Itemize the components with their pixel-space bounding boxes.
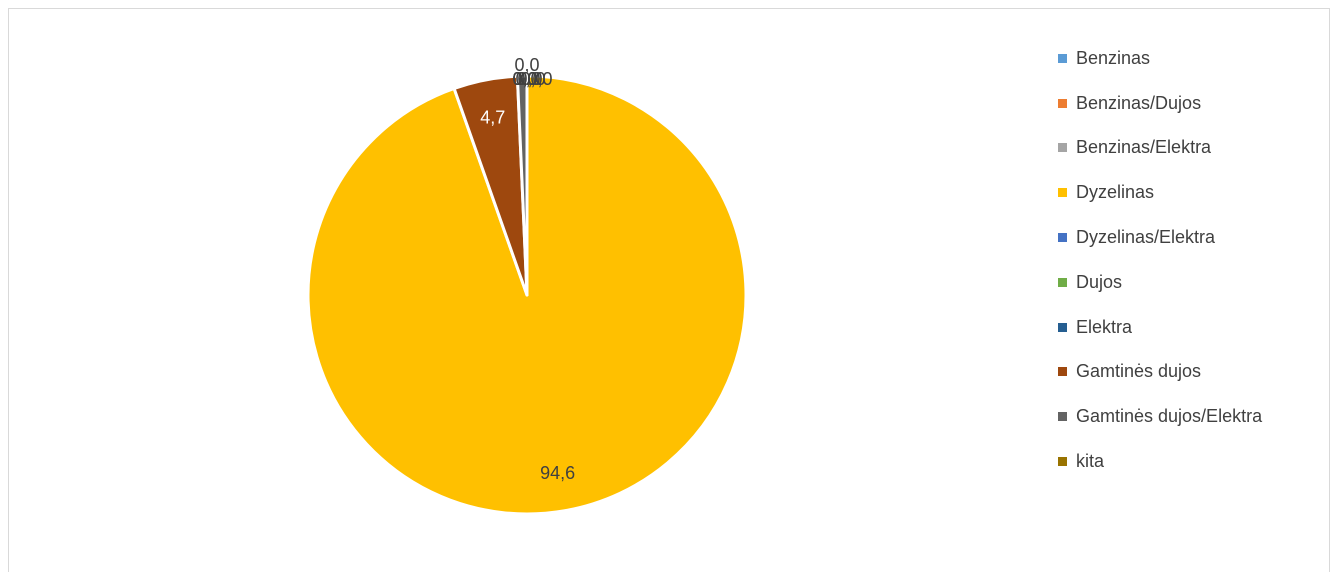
data-label-dyzelinas: 94,6: [540, 463, 575, 483]
data-label-dyzelinas-elektra: 0,0: [515, 69, 540, 89]
legend-swatch: [1058, 98, 1067, 108]
data-label-elektra: 0,0: [520, 69, 545, 89]
data-label-kita: 0,0: [527, 69, 552, 89]
legend-label: kita: [1076, 451, 1105, 472]
legend-item-dyzelinas: Dyzelinas: [1058, 170, 1328, 215]
legend-label: Benzinas/Elektra: [1076, 137, 1212, 158]
legend-swatch: [1058, 367, 1067, 377]
legend-swatch: [1058, 143, 1067, 153]
legend-item-dujos: Dujos: [1058, 260, 1328, 305]
legend-swatch: [1058, 53, 1067, 63]
data-label-benzinas-elektra: 0,0: [512, 69, 537, 89]
legend-label: Elektra: [1076, 316, 1133, 337]
data-label-dujos: 0,0: [517, 69, 542, 89]
data-labels: 0,00,00,094,60,00,00,04,70,00,0: [480, 55, 575, 483]
legend-swatch: [1058, 188, 1067, 198]
legend-item-benzinas: Benzinas: [1058, 36, 1328, 81]
legend-swatch: [1058, 233, 1067, 243]
legend-label: Benzinas/Dujos: [1076, 92, 1202, 113]
legend-swatch: [1058, 412, 1067, 422]
legend-item-benzinas-elektra: Benzinas/Elektra: [1058, 126, 1328, 171]
legend-item-gamtines-dujos-elektra: Gamtinės dujos/Elektra: [1058, 394, 1328, 439]
legend-item-kita: kita: [1058, 439, 1328, 484]
data-label-gamtines-dujos: 4,7: [480, 107, 505, 127]
legend-item-benzinas-dujos: Benzinas/Dujos: [1058, 81, 1328, 126]
chart-legend: Benzinas Benzinas/Dujos Benzinas/Elektra Dy…: [1058, 36, 1328, 484]
legend-label: Dyzelinas/Elektra: [1076, 227, 1216, 248]
legend-item-dyzelinas-elektra: Dyzelinas/Elektra: [1058, 215, 1328, 260]
legend-label: Gamtinės dujos/Elektra: [1076, 406, 1263, 427]
data-label-benzinas: 0,0: [512, 69, 537, 89]
pie-slices: [306, 74, 748, 516]
legend-label: Dyzelinas: [1076, 182, 1155, 203]
legend-label: Benzinas: [1076, 47, 1151, 68]
legend-item-elektra: Elektra: [1058, 305, 1328, 350]
data-label-benzinas-dujos: 0,0: [512, 69, 537, 89]
legend-swatch: [1058, 277, 1067, 287]
legend-label: Gamtinės dujos: [1076, 361, 1202, 382]
pie-slice-gamtines-dujos-elektra: [515, 74, 529, 297]
legend-item-gamtines-dujos: Gamtinės dujos: [1058, 350, 1328, 395]
data-label-gamtines-dujos-elektra: 0,0: [514, 55, 539, 75]
legend-swatch: [1058, 457, 1067, 467]
legend-label: Dujos: [1076, 271, 1123, 292]
legend-swatch: [1058, 322, 1067, 332]
